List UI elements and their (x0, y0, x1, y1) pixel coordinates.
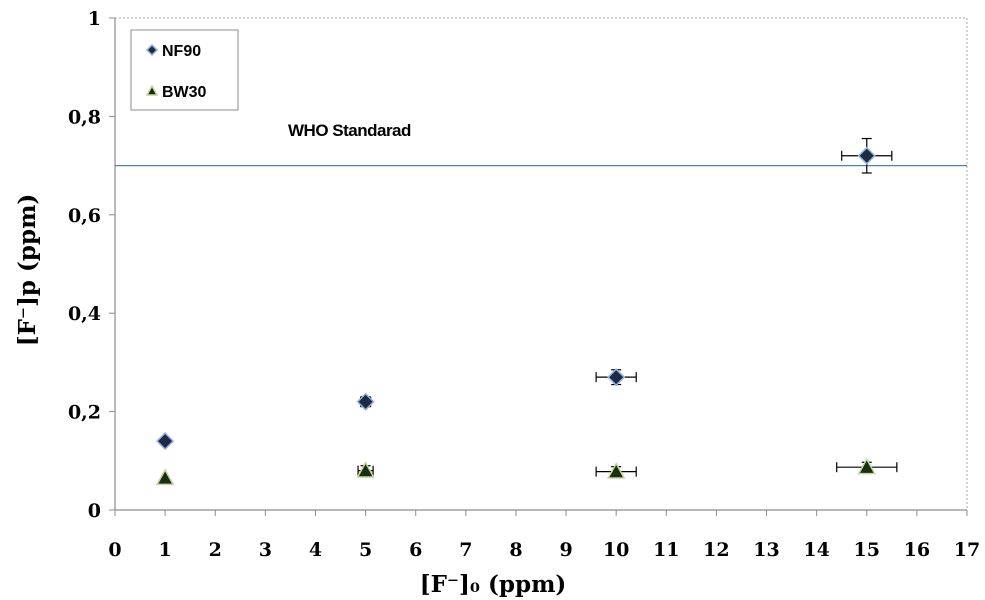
y-axis-title: [F⁻]p (ppm) (14, 194, 41, 347)
x-tick-label: 2 (209, 539, 222, 561)
y-tick-label: 0,2 (68, 402, 101, 424)
x-tick-label: 3 (259, 539, 272, 561)
x-tick-label: 0 (108, 539, 121, 561)
legend: NF90 BW30 (130, 29, 239, 111)
y-tick-label: 0,6 (68, 205, 101, 227)
legend-label-nf90: NF90 (162, 43, 201, 60)
series-layer (155, 137, 898, 486)
x-tick-label: 9 (559, 539, 572, 561)
y-tick-label: 0,4 (68, 303, 101, 325)
plot-frame (114, 17, 968, 511)
x-tick-label: 14 (803, 539, 829, 561)
x-tick-label: 10 (603, 539, 629, 561)
x-tick-label: 17 (954, 539, 980, 561)
nf90-point (607, 368, 626, 387)
x-tick-label: 8 (509, 539, 522, 561)
x-tick-label: 16 (904, 539, 930, 561)
plot-area (114, 17, 968, 511)
series-bw30 (155, 457, 898, 486)
legend-marker-nf90 (145, 43, 159, 57)
who-standard-label: WHO Standarad (288, 121, 411, 140)
nf90-point (857, 146, 876, 165)
bw30-point (857, 457, 877, 475)
x-tick-label: 1 (159, 539, 172, 561)
x-tick-label: 6 (409, 539, 422, 561)
legend-box (130, 29, 239, 111)
legend-label-bw30: BW30 (162, 84, 207, 101)
x-tick-label: 15 (854, 539, 880, 561)
x-axis-ticks: 0 1 2 3 4 5 6 7 8 9 10 11 12 13 14 15 16 17 (108, 510, 980, 561)
series-nf90 (156, 137, 893, 451)
y-tick-label: 1 (88, 8, 101, 30)
bw30-point (155, 468, 175, 486)
y-tick-label: 0,8 (68, 106, 101, 128)
x-tick-label: 7 (459, 539, 472, 561)
nf90-point (356, 392, 375, 411)
bw30-point (356, 461, 375, 478)
x-axis-title: [F⁻]₀ (ppm) (420, 571, 567, 598)
y-axis-ticks: 0 0,2 0,4 0,6 0,8 1 (68, 8, 115, 522)
nf90-point (156, 432, 175, 451)
bw30-point (606, 462, 626, 479)
y-tick-label: 0 (88, 500, 101, 522)
x-tick-label: 12 (703, 539, 729, 561)
x-tick-label: 11 (653, 539, 679, 561)
x-tick-label: 5 (359, 539, 372, 561)
x-tick-label: 4 (309, 539, 322, 561)
reference-line-group: WHO Standarad (115, 121, 967, 167)
x-tick-label: 13 (753, 539, 779, 561)
legend-marker-bw30 (145, 84, 159, 96)
